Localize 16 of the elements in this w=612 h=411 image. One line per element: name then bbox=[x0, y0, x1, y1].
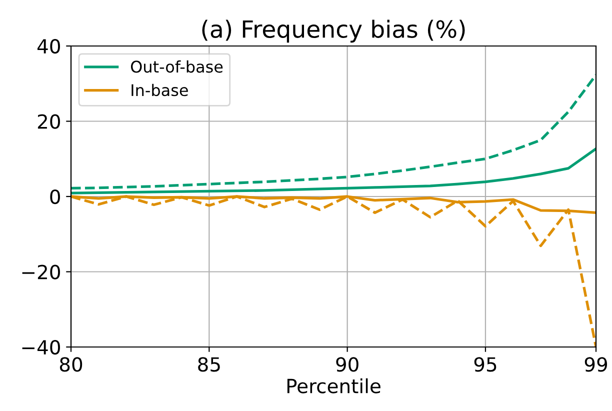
legend-label: In-base bbox=[132, 84, 188, 96]
line-series bbox=[71, 147, 596, 194]
x-tick-label: 95 bbox=[474, 357, 496, 372]
y-tick-label: −20 bbox=[22, 264, 60, 280]
x-tick-label: 90 bbox=[336, 357, 358, 372]
y-tick-label: 20 bbox=[38, 114, 60, 129]
y-tick-label: 40 bbox=[37, 38, 60, 54]
x-tick-label: 85 bbox=[198, 357, 220, 372]
chart-title: (a) Frequency bias (%) bbox=[202, 20, 465, 43]
x-tick-label: 99 bbox=[584, 357, 608, 372]
x-axis-title: Percentile bbox=[287, 378, 380, 394]
y-tick-label: 0 bbox=[50, 189, 60, 204]
y-tick-label: −40 bbox=[22, 340, 60, 355]
x-tick-label: 80 bbox=[60, 357, 82, 372]
legend-label: Out-of-base bbox=[130, 60, 223, 73]
line-series bbox=[71, 74, 596, 190]
